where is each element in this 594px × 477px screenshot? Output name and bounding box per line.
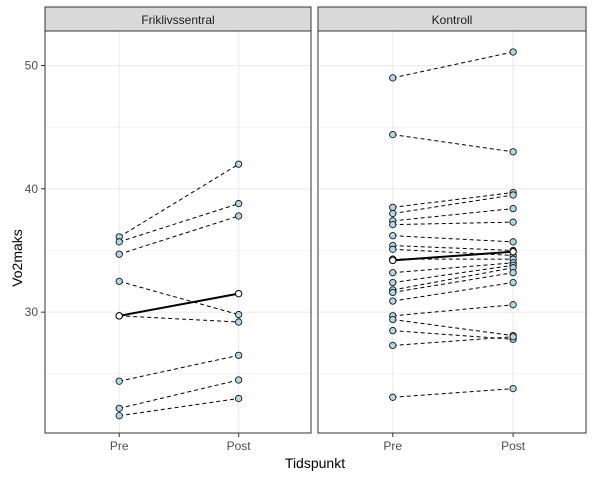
data-point-pre [115, 238, 123, 246]
facet-strip [44, 6, 312, 32]
facet-strip [317, 6, 587, 32]
data-point-post [235, 212, 243, 220]
data-point-pre [389, 203, 397, 211]
data-point-pre [389, 209, 397, 218]
data-point-post [235, 160, 243, 168]
individual-line [392, 336, 514, 346]
data-point-pre [389, 245, 397, 253]
data-point-post [235, 376, 243, 384]
individual-line [392, 192, 514, 208]
data-point-post [235, 200, 243, 208]
individual-line [392, 194, 514, 214]
data-point-pre [389, 221, 397, 229]
data-point-post [509, 333, 517, 341]
data-point-pre [389, 74, 397, 82]
mean-point-post [234, 289, 243, 298]
individual-line [392, 248, 514, 256]
individual-line [392, 388, 514, 398]
data-point-post [509, 204, 517, 213]
individual-line [392, 245, 514, 251]
x-tick-label: Pre [110, 439, 129, 453]
panel-background [45, 31, 311, 433]
data-point-post [235, 311, 243, 319]
individual-line [392, 221, 514, 226]
mean-point-pre [115, 312, 123, 320]
data-point-post [509, 148, 517, 156]
data-point-post [509, 191, 517, 199]
mean-point-pre [389, 256, 397, 265]
x-axis-title: Tidspunkt [285, 455, 345, 471]
mean-point-post [509, 248, 517, 256]
data-point-pre [115, 404, 123, 412]
y-axis-title: Vo2maks [9, 229, 25, 287]
y-axis: 30 40 50 [25, 59, 45, 319]
individual-line [119, 354, 239, 382]
individual-line [119, 397, 239, 417]
data-point-pre [389, 327, 397, 335]
data-point-post [235, 394, 243, 403]
data-point-pre [115, 250, 123, 258]
y-tick-label: 30 [25, 305, 39, 319]
individual-line [392, 134, 514, 153]
x-tick-label: Pre [383, 439, 402, 453]
data-point-post [509, 238, 517, 246]
mean-line [392, 250, 514, 262]
data-point-pre [389, 130, 397, 139]
individual-line [392, 267, 514, 291]
data-point-post [509, 269, 517, 277]
chart-panels: Friklivssentral Pre Post Kontroll Pre Post [44, 6, 587, 453]
data-point-pre [389, 232, 397, 240]
data-point-pre [389, 341, 397, 350]
facet-strip-label: Kontroll [432, 13, 473, 27]
data-point-post [509, 301, 517, 309]
data-point-post [509, 385, 517, 393]
mean-line [119, 292, 239, 317]
data-point-post [509, 48, 517, 56]
data-point-pre [389, 288, 397, 297]
individual-line [392, 304, 514, 317]
individual-line [118, 163, 239, 238]
panel-1: Kontroll Pre Post [317, 6, 587, 453]
individual-line [392, 235, 514, 243]
panel-0: Friklivssentral Pre Post [44, 6, 312, 453]
y-tick-label: 50 [25, 59, 39, 73]
data-point-post [509, 278, 517, 287]
data-point-pre [389, 297, 397, 305]
panel-background [318, 31, 586, 433]
individual-line [392, 282, 514, 302]
individual-line [392, 264, 514, 284]
data-point-pre [389, 278, 397, 287]
data-point-pre [115, 412, 123, 420]
individual-line [392, 272, 514, 293]
data-point-pre [389, 315, 397, 324]
data-point-pre [115, 277, 123, 285]
data-point-post [235, 351, 243, 359]
x-tick-label: Post [501, 439, 526, 453]
y-tick-label: 40 [25, 182, 39, 196]
x-tick-label: Post [227, 439, 252, 453]
individual-line [392, 319, 514, 337]
individual-line [392, 262, 514, 274]
individual-line [392, 208, 514, 222]
data-point-post [235, 318, 243, 326]
data-point-pre [115, 377, 123, 385]
data-point-pre [389, 393, 397, 401]
facet-strip-label: Friklivssentral [141, 13, 214, 27]
data-point-post [509, 218, 517, 226]
data-point-pre [389, 269, 397, 277]
individual-line [119, 315, 239, 323]
